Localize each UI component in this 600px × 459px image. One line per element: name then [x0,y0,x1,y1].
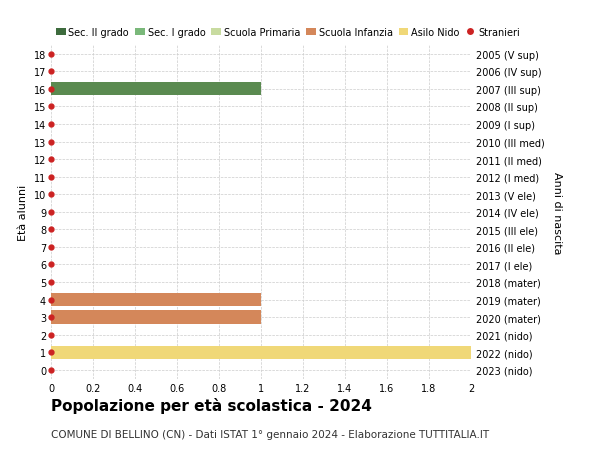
Y-axis label: Età alunni: Età alunni [18,184,28,241]
Bar [51,311,261,324]
Bar [51,293,261,307]
Text: COMUNE DI BELLINO (CN) - Dati ISTAT 1° gennaio 2024 - Elaborazione TUTTITALIA.IT: COMUNE DI BELLINO (CN) - Dati ISTAT 1° g… [51,429,489,439]
Text: Popolazione per età scolastica - 2024: Popolazione per età scolastica - 2024 [51,397,372,413]
Y-axis label: Anni di nascita: Anni di nascita [551,171,562,253]
Legend: Sec. II grado, Sec. I grado, Scuola Primaria, Scuola Infanzia, Asilo Nido, Stran: Sec. II grado, Sec. I grado, Scuola Prim… [56,28,520,38]
Bar [51,346,471,359]
Bar [51,83,261,96]
